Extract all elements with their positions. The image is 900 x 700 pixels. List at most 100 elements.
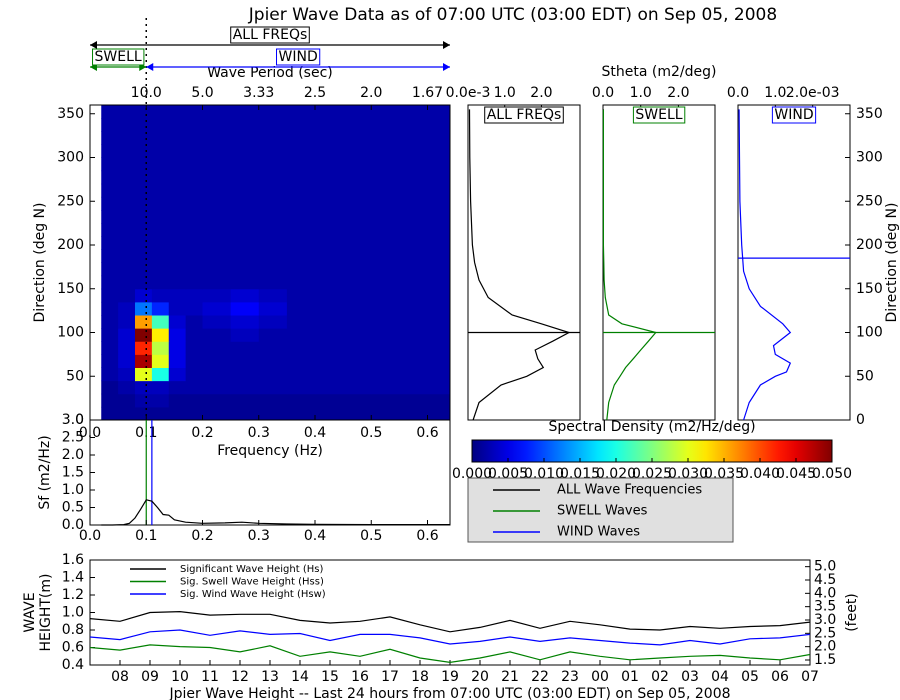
- heat-cell: [371, 341, 451, 355]
- heat-cell: [168, 210, 187, 224]
- heat-cell: [185, 301, 203, 316]
- heat-cell: [315, 301, 372, 316]
- y-tick-label: 1.4: [62, 570, 84, 586]
- x-tick-label: 14: [291, 669, 309, 685]
- heat-cell: [258, 183, 288, 198]
- x-tick-label: 04: [711, 669, 729, 685]
- heat-cell: [185, 406, 203, 421]
- y-tick-label: 0.8: [62, 622, 84, 638]
- heat-cell: [118, 118, 136, 132]
- x-tick-label: 00: [591, 669, 609, 685]
- heat-cell: [230, 354, 260, 368]
- x-tick-label: 16: [351, 669, 369, 685]
- heat-cell: [230, 210, 260, 224]
- heat-cell: [151, 354, 170, 368]
- heat-cell: [118, 380, 136, 395]
- heat-cell: [258, 406, 288, 421]
- heat-cell: [230, 157, 260, 172]
- heat-cell: [135, 262, 153, 277]
- wind-label: WIND: [279, 49, 318, 65]
- y-tick-label: 5.0: [814, 559, 836, 575]
- colorbar-tick-label: 0.050: [812, 466, 852, 482]
- heat-cell: [286, 315, 316, 329]
- x-tick-label: 0.4: [304, 528, 326, 544]
- x-tick-label: 22: [531, 669, 549, 685]
- heat-cell: [315, 380, 372, 395]
- heat-cell: [371, 275, 451, 290]
- heat-cell: [202, 262, 232, 277]
- heat-cell: [185, 367, 203, 382]
- heat-cell: [230, 328, 260, 342]
- heat-cell: [258, 210, 288, 224]
- profile-line: [468, 109, 571, 421]
- x-tick-label: 0.0: [727, 85, 749, 101]
- heat-cell: [202, 275, 232, 290]
- series-line: [89, 644, 811, 664]
- heat-cell: [286, 183, 316, 198]
- heat-cell: [135, 236, 153, 250]
- heat-cell: [118, 131, 136, 145]
- heat-cell: [315, 341, 372, 355]
- heat-cell: [118, 183, 136, 198]
- heat-cell: [230, 406, 260, 421]
- all-freqs-label: ALL FREQs: [233, 27, 308, 43]
- heat-cell: [202, 157, 232, 172]
- heat-cell: [286, 210, 316, 224]
- heat-cell: [101, 196, 119, 211]
- heat-cell: [258, 275, 288, 290]
- heat-cell: [202, 223, 232, 237]
- panel-label-box: [632, 106, 686, 124]
- y-tick-label: 0.4: [62, 657, 84, 673]
- heat-cell: [168, 183, 187, 198]
- y-tick-label: 250: [57, 193, 84, 209]
- heat-cell: [202, 328, 232, 342]
- heat-cell: [315, 367, 372, 382]
- heat-cell: [168, 196, 187, 211]
- heat-cell: [185, 105, 203, 119]
- heat-cell: [168, 393, 187, 408]
- heat-cell: [185, 275, 203, 290]
- heat-cell: [230, 118, 260, 132]
- heat-cell: [258, 157, 288, 172]
- x-tick-label: 1.0: [630, 85, 652, 101]
- y-tick-label: 1.2: [62, 587, 84, 603]
- arrow-head: [443, 63, 450, 71]
- heat-cell: [315, 406, 372, 421]
- arrow-head: [443, 41, 450, 49]
- x-tick-label: 0.0: [592, 85, 614, 101]
- heat-cell: [371, 223, 451, 237]
- heat-cell: [168, 118, 187, 132]
- heat-cell: [315, 131, 372, 145]
- heat-cell: [230, 183, 260, 198]
- heat-cell: [371, 196, 451, 211]
- heat-cell: [168, 341, 187, 355]
- heat-cell: [315, 210, 372, 224]
- heat-cell: [101, 249, 119, 263]
- panel-label: SWELL: [635, 107, 682, 123]
- x-tick-label: 05: [741, 669, 759, 685]
- heat-cell: [118, 105, 136, 119]
- heat-cell: [230, 275, 260, 290]
- legend-label: Sig. Wind Wave Height (Hsw): [180, 589, 326, 600]
- heat-cell: [168, 275, 187, 290]
- heat-cell: [151, 236, 170, 250]
- y-tick-label: 150: [57, 281, 84, 297]
- heat-cell: [202, 393, 232, 408]
- heat-cell: [135, 223, 153, 237]
- heat-cell: [286, 380, 316, 395]
- y-tick-label: 1.5: [814, 652, 836, 668]
- heat-cell: [315, 105, 372, 119]
- heat-cell: [258, 131, 288, 145]
- heat-cell: [135, 288, 153, 303]
- y-tick-label: 0: [856, 412, 865, 428]
- heat-cell: [168, 328, 187, 342]
- colorbar-tick-label: 0.045: [776, 466, 816, 482]
- heat-cell: [230, 105, 260, 119]
- y2-axis-label: (feet): [844, 593, 860, 632]
- heat-cell: [371, 315, 451, 329]
- heat-cell: [258, 196, 288, 211]
- heat-cell: [101, 144, 119, 158]
- heat-cell: [202, 367, 232, 382]
- heat-cell: [101, 341, 119, 355]
- y-axis-label: WAVE: [22, 592, 38, 632]
